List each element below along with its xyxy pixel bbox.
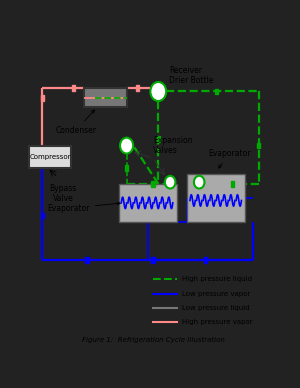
Circle shape — [150, 82, 166, 101]
Circle shape — [194, 176, 205, 189]
Circle shape — [120, 138, 133, 154]
Bar — [136, 85, 139, 91]
Text: Condenser: Condenser — [55, 110, 96, 135]
Bar — [204, 257, 207, 263]
Bar — [40, 213, 44, 218]
Bar — [152, 257, 154, 263]
Bar — [72, 85, 75, 91]
Bar — [231, 181, 234, 187]
Text: Figure 1:  Refrigeration Cycle Illustration: Figure 1: Refrigeration Cycle Illustrati… — [82, 337, 224, 343]
Bar — [215, 88, 218, 94]
Text: High pressure vapor: High pressure vapor — [182, 319, 253, 325]
Circle shape — [165, 176, 175, 189]
Text: Bypass
Valve: Bypass Valve — [50, 184, 77, 203]
Text: Low pressure vapor: Low pressure vapor — [182, 291, 250, 296]
Text: Evaporator: Evaporator — [208, 149, 251, 168]
Bar — [125, 165, 128, 171]
Text: Compressor: Compressor — [29, 154, 71, 160]
Bar — [119, 184, 177, 222]
Bar — [257, 143, 260, 149]
Text: High pressure liquid: High pressure liquid — [182, 276, 252, 282]
Text: Receiver
Drier Bottle: Receiver Drier Bottle — [169, 66, 213, 85]
Text: Expansion
Valves: Expansion Valves — [153, 136, 193, 155]
Bar — [40, 95, 44, 101]
Bar — [85, 257, 88, 263]
Bar — [84, 88, 127, 107]
Bar — [187, 174, 245, 222]
Text: Low pressure liquid: Low pressure liquid — [182, 305, 250, 311]
Bar — [29, 146, 71, 168]
Text: Evaporator: Evaporator — [47, 202, 120, 213]
Bar — [157, 136, 160, 142]
Bar — [152, 181, 154, 187]
